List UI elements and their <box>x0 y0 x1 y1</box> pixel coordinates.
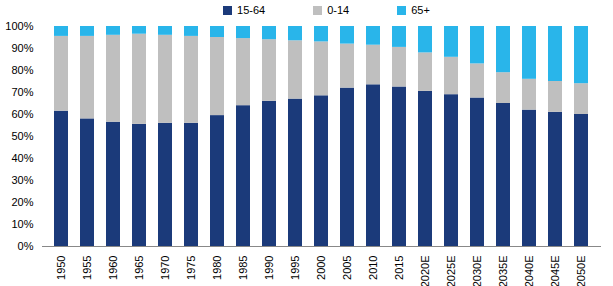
svg-text:2030E: 2030E <box>471 256 483 286</box>
svg-text:2000: 2000 <box>315 256 327 280</box>
svg-text:70%: 70% <box>11 86 33 98</box>
svg-text:10%: 10% <box>11 218 33 230</box>
svg-text:1965: 1965 <box>133 256 145 280</box>
svg-text:1975: 1975 <box>185 256 197 280</box>
svg-text:2015: 2015 <box>393 256 405 280</box>
html-text:65+: 65+ <box>411 4 430 16</box>
svg-text:30%: 30% <box>11 174 33 186</box>
svg-text:1960: 1960 <box>107 256 119 280</box>
svg-text:1985: 1985 <box>237 256 249 280</box>
svg-text:40%: 40% <box>11 152 33 164</box>
svg-text:1995: 1995 <box>289 256 301 280</box>
svg-text:2040E: 2040E <box>523 256 535 286</box>
svg-text:0%: 0% <box>18 240 34 252</box>
svg-text:50%: 50% <box>11 130 33 142</box>
svg-text:1950: 1950 <box>55 256 67 280</box>
svg-text:1955: 1955 <box>81 256 93 280</box>
svg-text:100%: 100% <box>5 20 33 32</box>
svg-text:90%: 90% <box>11 42 33 54</box>
svg-text:2010: 2010 <box>367 256 379 280</box>
svg-text:80%: 80% <box>11 64 33 76</box>
svg-text:1980: 1980 <box>211 256 223 280</box>
html-text:0-14: 0-14 <box>327 4 350 16</box>
svg-text:2020E: 2020E <box>419 256 431 286</box>
svg-text:2035E: 2035E <box>497 256 509 286</box>
svg-text:2025E: 2025E <box>445 256 457 286</box>
html-text:15-64: 15-64 <box>237 4 266 16</box>
svg-text:20%: 20% <box>11 196 33 208</box>
svg-text:60%: 60% <box>11 108 33 120</box>
svg-text:1970: 1970 <box>159 256 171 280</box>
svg-text:2050E: 2050E <box>575 256 587 286</box>
svg-text:1990: 1990 <box>263 256 275 280</box>
svg-text:2045E: 2045E <box>549 256 561 286</box>
svg-text:2005: 2005 <box>341 256 353 280</box>
